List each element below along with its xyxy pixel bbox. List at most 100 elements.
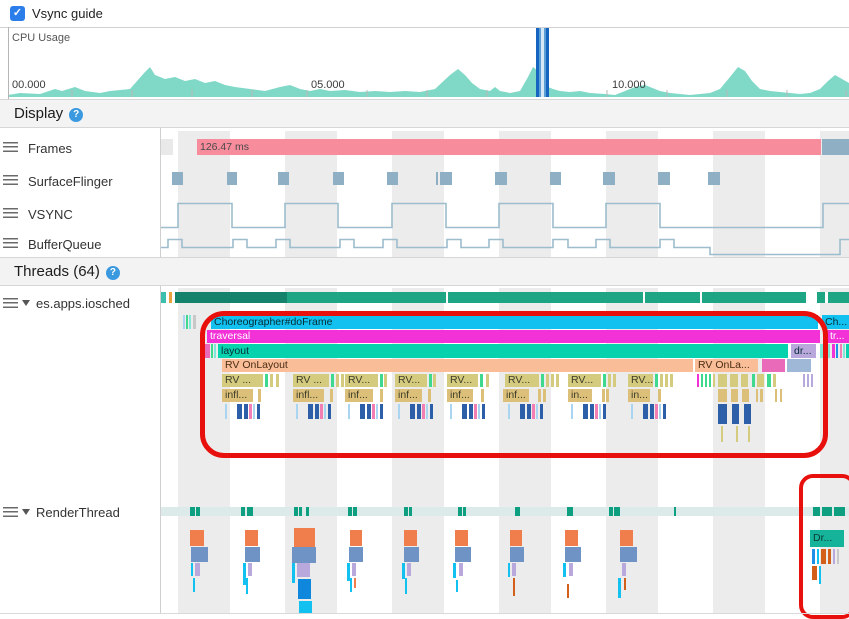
trace-event[interactable] <box>718 389 727 402</box>
thread-state-bar[interactable] <box>160 507 849 516</box>
trace-event[interactable] <box>840 344 842 358</box>
trace-event[interactable] <box>556 374 559 387</box>
trace-event[interactable] <box>543 389 546 402</box>
trace-event[interactable]: dr... <box>791 344 816 358</box>
trace-event[interactable]: Dr... <box>810 530 844 547</box>
trace-event[interactable] <box>670 374 673 387</box>
trace-event[interactable] <box>245 547 260 562</box>
trace-event[interactable] <box>748 426 750 442</box>
trace-event[interactable]: in... <box>568 389 592 402</box>
selection-marker[interactable] <box>539 28 541 97</box>
trace-event[interactable]: inf... <box>503 389 529 402</box>
trace-event[interactable] <box>590 404 594 419</box>
trace-event[interactable] <box>341 374 344 387</box>
trace-event[interactable] <box>360 404 365 419</box>
surfaceflinger-event[interactable] <box>227 172 237 185</box>
trace-event[interactable] <box>183 315 185 329</box>
trace-event[interactable] <box>292 547 316 563</box>
trace-event[interactable] <box>407 563 411 576</box>
trace-event[interactable] <box>618 578 621 598</box>
trace-event[interactable] <box>826 344 830 358</box>
trace-event[interactable] <box>204 344 210 358</box>
trace-event[interactable] <box>658 389 661 402</box>
drag-handle-icon[interactable] <box>3 142 18 153</box>
trace-event[interactable] <box>237 404 242 419</box>
drag-handle-icon[interactable] <box>3 507 18 518</box>
help-icon[interactable]: ? <box>105 266 120 280</box>
trace-event[interactable] <box>193 315 196 329</box>
trace-event[interactable]: inf... <box>345 389 373 402</box>
trace-event[interactable] <box>563 563 566 577</box>
trace-event[interactable] <box>820 344 824 358</box>
trace-event[interactable] <box>380 374 383 387</box>
trace-event[interactable] <box>352 563 356 576</box>
trace-event[interactable] <box>508 404 510 419</box>
trace-event[interactable] <box>296 404 298 419</box>
trace-event[interactable] <box>843 344 845 358</box>
trace-event[interactable] <box>721 426 723 442</box>
trace-event[interactable] <box>249 404 252 419</box>
threads-section-header[interactable]: Threads (64)? <box>0 257 849 286</box>
trace-event[interactable] <box>481 389 484 402</box>
trace-event[interactable] <box>538 389 541 402</box>
trace-event[interactable]: RV ... <box>293 374 329 387</box>
trace-event[interactable] <box>225 404 227 419</box>
trace-event[interactable] <box>828 549 831 564</box>
trace-event[interactable] <box>404 530 417 546</box>
trace-event[interactable] <box>583 404 588 419</box>
trace-event[interactable]: RV... <box>568 374 601 387</box>
trace-event[interactable] <box>328 404 331 419</box>
trace-event[interactable] <box>486 374 489 387</box>
trace-event[interactable] <box>246 578 248 594</box>
trace-event[interactable] <box>330 389 333 402</box>
trace-event[interactable] <box>380 404 383 419</box>
trace-event[interactable] <box>565 530 578 546</box>
trace-event[interactable] <box>536 404 538 419</box>
trace-event[interactable] <box>613 374 616 387</box>
trace-event[interactable] <box>428 389 431 402</box>
trace-event[interactable] <box>606 389 609 402</box>
trace-event[interactable] <box>350 530 362 546</box>
trace-event[interactable] <box>775 389 777 402</box>
trace-event[interactable] <box>602 389 605 402</box>
trace-event[interactable] <box>551 374 554 387</box>
drag-handle-icon[interactable] <box>3 298 18 309</box>
trace-event[interactable] <box>655 374 658 387</box>
trace-event[interactable] <box>837 549 839 564</box>
trace-event[interactable] <box>620 530 633 546</box>
frame-duration-bar[interactable]: 126.47 ms <box>197 139 821 155</box>
trace-event[interactable] <box>817 549 819 564</box>
trace-event[interactable]: infl... <box>293 389 324 402</box>
surfaceflinger-event[interactable] <box>172 172 183 185</box>
trace-event[interactable] <box>331 374 334 387</box>
trace-event[interactable] <box>478 404 480 419</box>
trace-event[interactable] <box>245 530 258 546</box>
trace-event[interactable] <box>767 374 771 387</box>
vsync-guide-checkbox[interactable]: ✓ <box>10 6 25 21</box>
trace-event[interactable] <box>757 374 764 387</box>
trace-event[interactable] <box>512 563 516 576</box>
trace-event[interactable] <box>257 404 260 419</box>
trace-event[interactable] <box>730 374 738 387</box>
trace-event[interactable] <box>821 549 826 564</box>
trace-event[interactable] <box>214 344 216 358</box>
trace-event[interactable] <box>756 389 758 402</box>
trace-event[interactable] <box>191 563 193 576</box>
trace-event[interactable] <box>320 404 323 419</box>
trace-event[interactable] <box>384 374 387 387</box>
display-section-header[interactable]: Display? <box>0 99 849 128</box>
trace-event[interactable] <box>744 404 751 424</box>
trace-event[interactable] <box>836 344 838 358</box>
trace-event[interactable]: tr... <box>827 330 849 343</box>
trace-event[interactable] <box>803 374 805 387</box>
trace-event[interactable] <box>659 404 661 419</box>
trace-event[interactable] <box>324 404 326 419</box>
trace-event[interactable] <box>462 404 467 419</box>
trace-event[interactable] <box>812 566 817 580</box>
trace-event[interactable] <box>819 566 821 584</box>
trace-event[interactable] <box>376 404 378 419</box>
trace-event[interactable] <box>380 389 383 402</box>
trace-event[interactable] <box>402 563 405 579</box>
trace-event[interactable] <box>603 404 606 419</box>
trace-event[interactable] <box>292 563 295 583</box>
